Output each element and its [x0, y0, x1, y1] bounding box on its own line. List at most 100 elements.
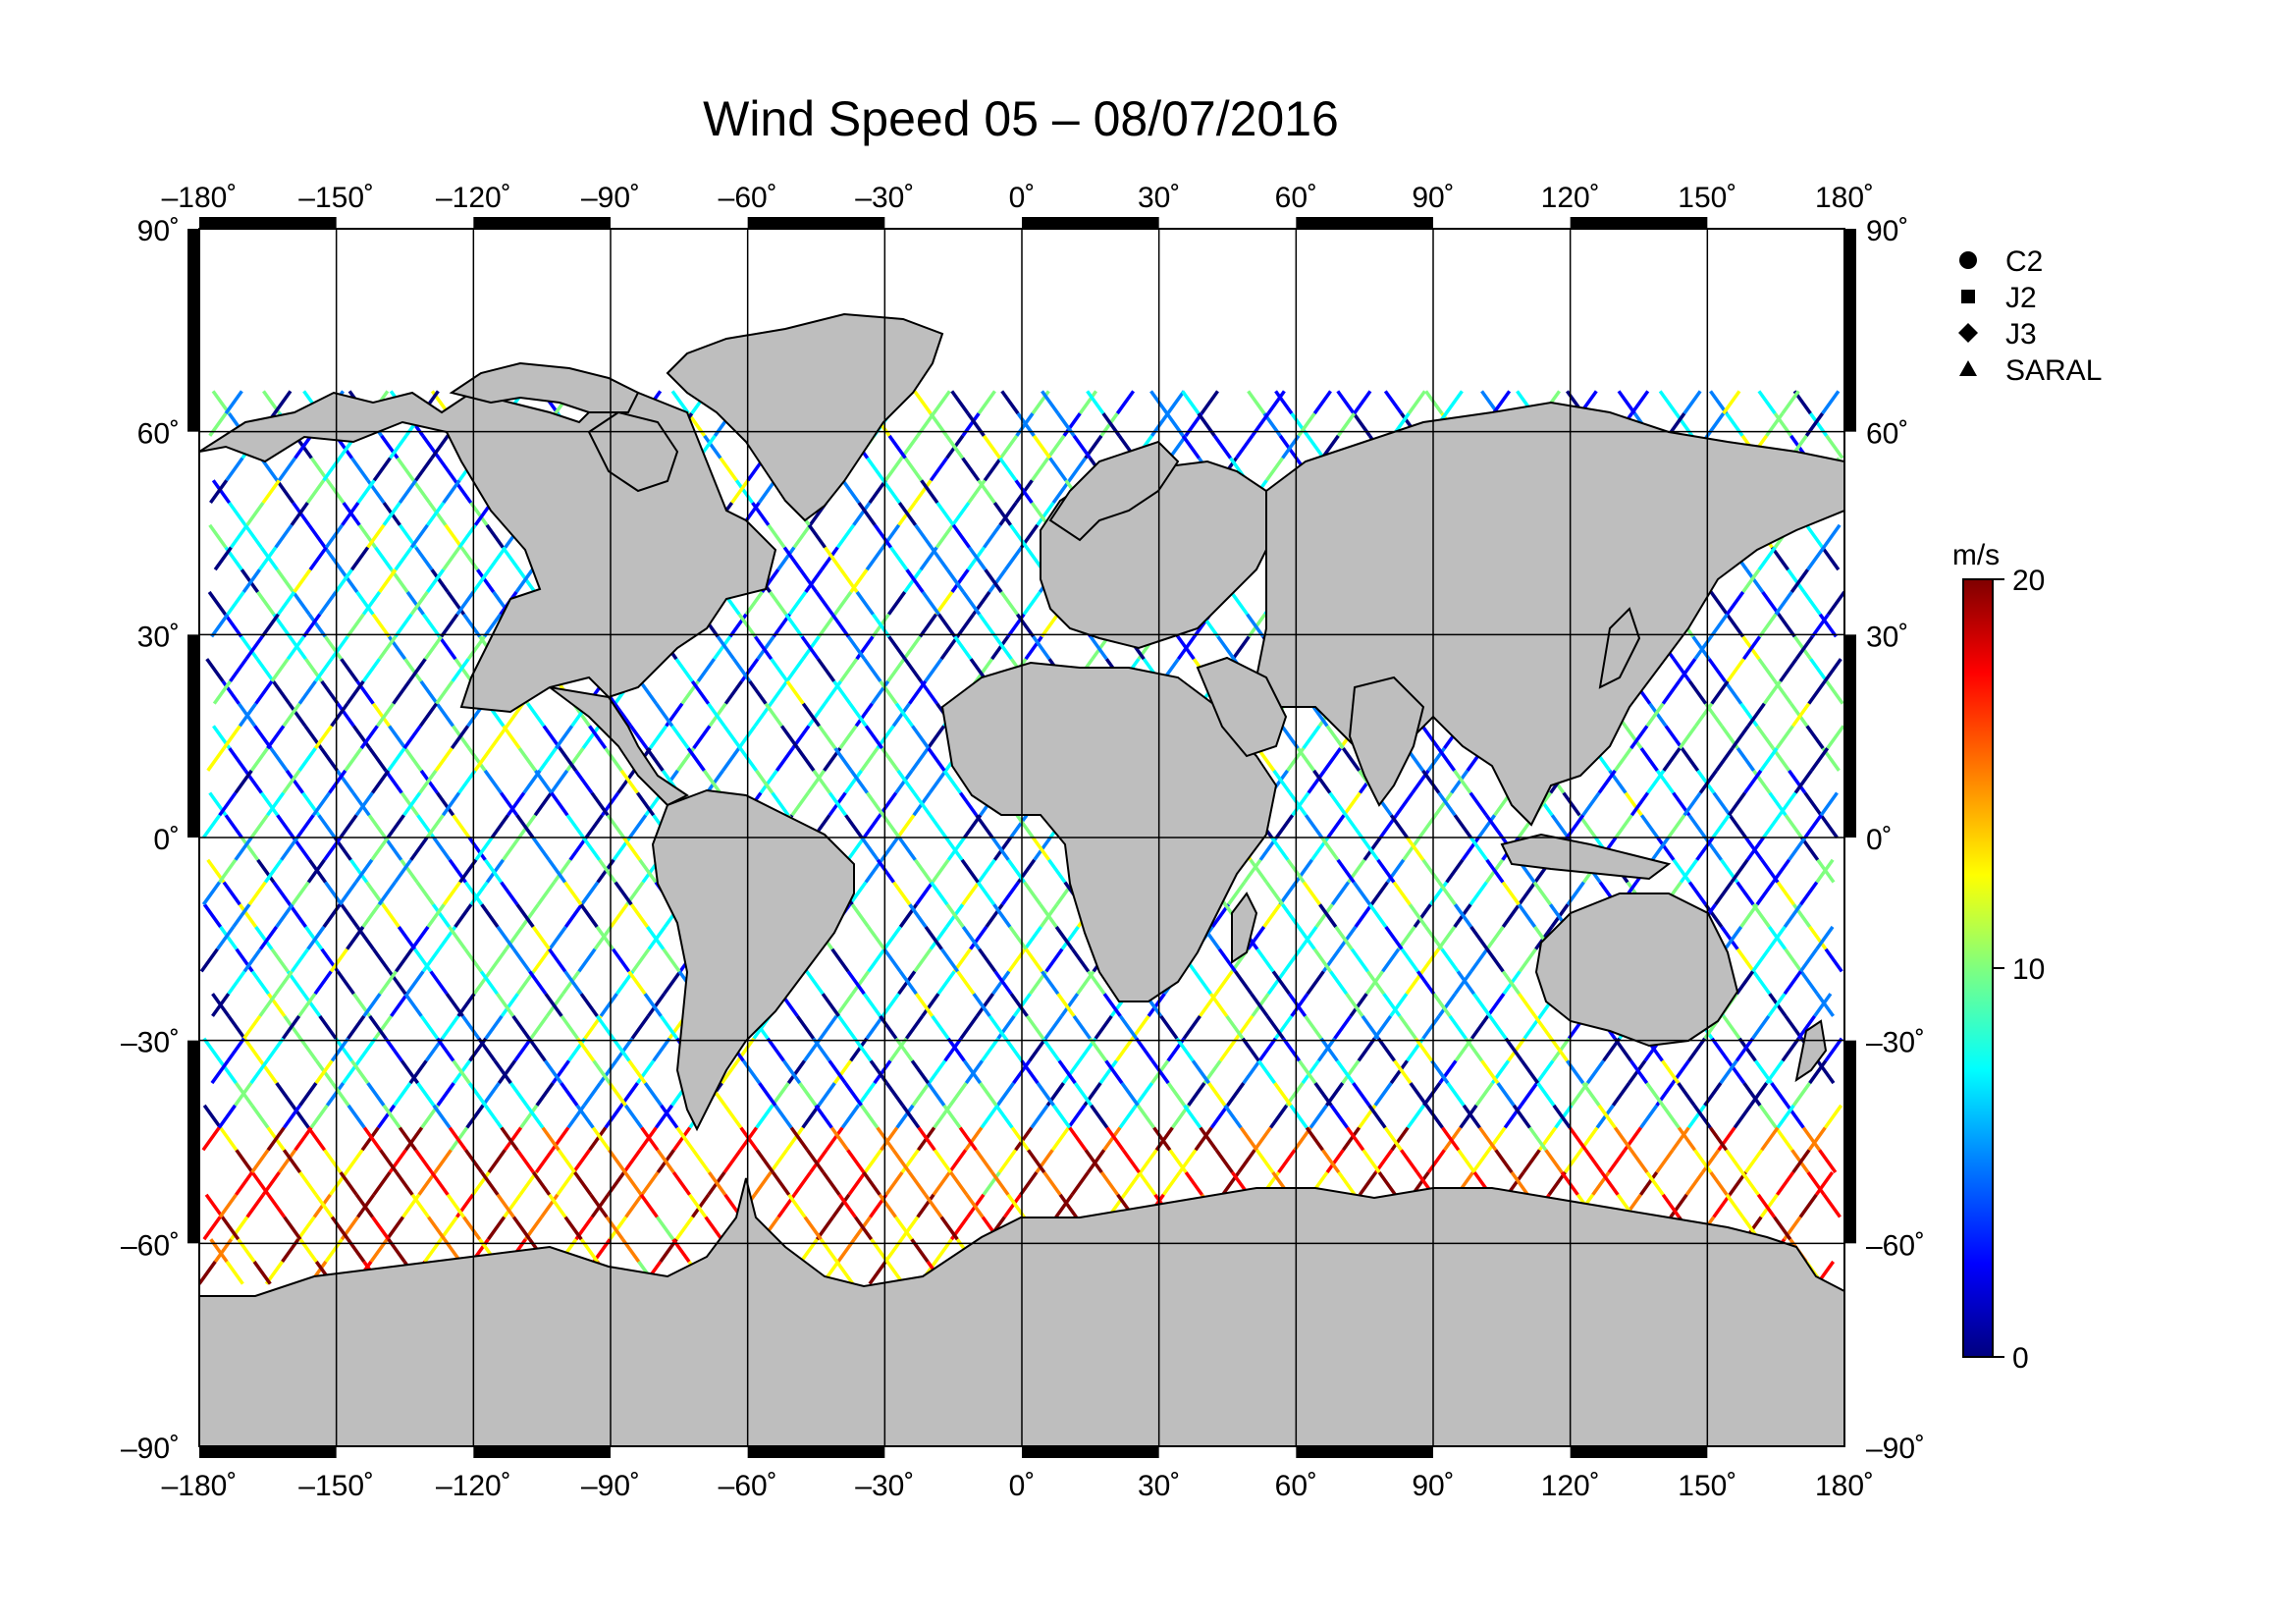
track-segment: [1280, 725, 1300, 750]
track-segment: [581, 725, 601, 750]
track-segment: [1827, 590, 1844, 616]
track-segment: [982, 1170, 1001, 1196]
track-segment: [1307, 769, 1326, 794]
track-segment: [988, 568, 1007, 593]
track-segment: [238, 702, 258, 728]
track-segment: [339, 814, 358, 839]
track-segment: [882, 947, 902, 973]
track-segment: [612, 1037, 631, 1062]
track-segment: [1759, 1193, 1779, 1218]
track-segment: [1194, 1126, 1213, 1152]
track-segment: [338, 881, 358, 906]
track-segment: [419, 1014, 440, 1040]
track-segment: [975, 814, 994, 839]
track-segment: [1436, 747, 1457, 772]
track-segment: [323, 635, 344, 661]
track-segment: [201, 814, 222, 839]
track-segment: [1402, 836, 1421, 861]
track-segment: [1617, 390, 1636, 415]
track-segment: [274, 970, 294, 996]
track-segment: [865, 546, 884, 571]
track-segment: [787, 1193, 807, 1218]
track-segment: [394, 613, 413, 638]
track-segment: [1517, 903, 1537, 928]
track-segment: [507, 791, 526, 817]
track-segment: [295, 814, 315, 839]
track-segment: [776, 546, 796, 571]
track-segment: [435, 702, 454, 728]
track-segment: [430, 1170, 450, 1196]
colorbar-ticks: 20 10 0: [1993, 565, 2045, 1375]
japan: [1598, 607, 1641, 689]
track-segment: [1353, 390, 1372, 415]
track-segment: [544, 993, 563, 1017]
track-segment: [769, 1149, 788, 1174]
track-segment: [483, 769, 503, 794]
track-segment: [915, 881, 934, 906]
track-segment: [536, 881, 557, 906]
track-segment: [962, 590, 982, 616]
lon-tick-label: 30˚: [1138, 1470, 1180, 1502]
track-segment: [296, 1216, 316, 1241]
track-segment: [240, 836, 260, 861]
track-segment: [928, 769, 947, 794]
track-segment: [313, 725, 334, 750]
track-segment: [426, 903, 446, 928]
left-latitude-labels: 90˚ 60˚ 30˚ 0˚ –30˚ –60˚ –90˚: [121, 215, 180, 1465]
track-segment: [834, 993, 854, 1017]
track-segment: [1368, 903, 1388, 928]
track-segment: [503, 1193, 522, 1218]
track-segment: [1325, 725, 1345, 750]
lat-tick-label: 0˚: [153, 824, 180, 856]
track-segment: [242, 1014, 262, 1040]
track-segment: [1214, 1149, 1234, 1174]
track-segment: [1776, 1170, 1795, 1196]
track-segment: [832, 679, 852, 705]
track-segment: [807, 702, 827, 728]
track-segment: [1121, 1149, 1141, 1174]
track-segment: [1597, 769, 1617, 794]
track-segment: [1714, 881, 1734, 906]
track-segment: [929, 925, 948, 950]
track-segment: [1010, 1126, 1030, 1152]
track-segment: [382, 501, 401, 526]
colorbar-tick-label: 20: [2012, 565, 2045, 597]
track-segment: [1290, 993, 1309, 1017]
track-segment: [630, 1014, 650, 1040]
track-segment: [1421, 858, 1441, 884]
track-segment: [1341, 1126, 1362, 1152]
track-segment: [866, 457, 885, 482]
track-segment: [984, 568, 1003, 593]
track-segment: [451, 658, 470, 682]
track-segment: [1349, 993, 1368, 1017]
track-segment: [1520, 1059, 1540, 1085]
track-segment: [766, 1037, 785, 1062]
track-segment: [908, 903, 928, 928]
track-segment: [1354, 903, 1373, 928]
track-segment: [462, 613, 482, 638]
track-segment: [297, 747, 317, 772]
track-segment: [599, 993, 618, 1017]
track-segment: [541, 1126, 561, 1152]
track-segment: [575, 1104, 595, 1129]
track-segment: [1266, 970, 1286, 996]
track-segment: [304, 925, 324, 950]
track-segment: [981, 1037, 1000, 1062]
track-segment: [1518, 947, 1537, 973]
track-segment: [789, 1126, 809, 1152]
track-segment: [1510, 1170, 1529, 1196]
track-segment: [1774, 1126, 1794, 1152]
track-segment: [968, 546, 988, 571]
lat-tick-label: 0˚: [1866, 824, 1893, 856]
track-segment: [774, 747, 795, 772]
track-segment: [1102, 993, 1122, 1017]
track-segment: [329, 947, 349, 973]
track-segment: [713, 635, 732, 661]
track-segment: [1535, 1059, 1555, 1085]
track-segment: [243, 523, 263, 549]
track-segment: [540, 1193, 560, 1218]
track-segment: [1382, 993, 1402, 1017]
track-segment: [484, 1104, 504, 1129]
track-segment: [806, 1149, 826, 1174]
track-segment: [515, 903, 535, 928]
